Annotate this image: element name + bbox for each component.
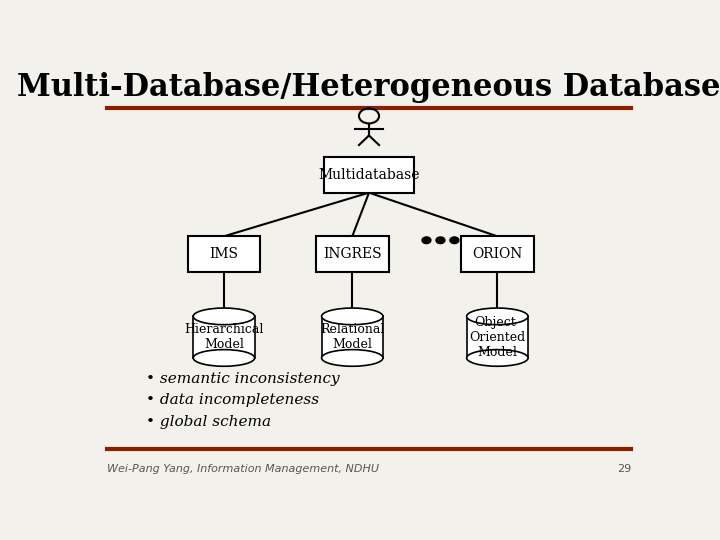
FancyBboxPatch shape (324, 157, 413, 193)
Ellipse shape (467, 308, 528, 325)
Text: Hierarchical
Model: Hierarchical Model (184, 323, 264, 351)
FancyBboxPatch shape (188, 237, 260, 272)
FancyBboxPatch shape (193, 316, 255, 358)
Text: • semantic inconsistency: • semantic inconsistency (145, 372, 339, 386)
Circle shape (436, 237, 445, 244)
Text: Multidatabase: Multidatabase (318, 168, 420, 182)
Text: Wei-Pang Yang, Information Management, NDHU: Wei-Pang Yang, Information Management, N… (107, 464, 379, 474)
Text: Relational
Model: Relational Model (320, 323, 384, 351)
Text: 29: 29 (617, 464, 631, 474)
Text: ORION: ORION (472, 247, 523, 261)
Ellipse shape (193, 308, 255, 325)
Text: INGRES: INGRES (323, 247, 382, 261)
Ellipse shape (467, 349, 528, 366)
FancyBboxPatch shape (316, 237, 389, 272)
FancyBboxPatch shape (467, 316, 528, 358)
Text: Multi-Database/Heterogeneous Database: Multi-Database/Heterogeneous Database (17, 72, 720, 103)
Ellipse shape (322, 308, 383, 325)
Text: Object-
Oriented
Model: Object- Oriented Model (469, 316, 526, 359)
Circle shape (422, 237, 431, 244)
Circle shape (450, 237, 459, 244)
Text: IMS: IMS (210, 247, 238, 261)
Text: • data incompleteness: • data incompleteness (145, 393, 319, 407)
FancyBboxPatch shape (322, 316, 383, 358)
FancyBboxPatch shape (461, 237, 534, 272)
Ellipse shape (322, 349, 383, 366)
Text: • global schema: • global schema (145, 415, 271, 429)
Ellipse shape (193, 349, 255, 366)
